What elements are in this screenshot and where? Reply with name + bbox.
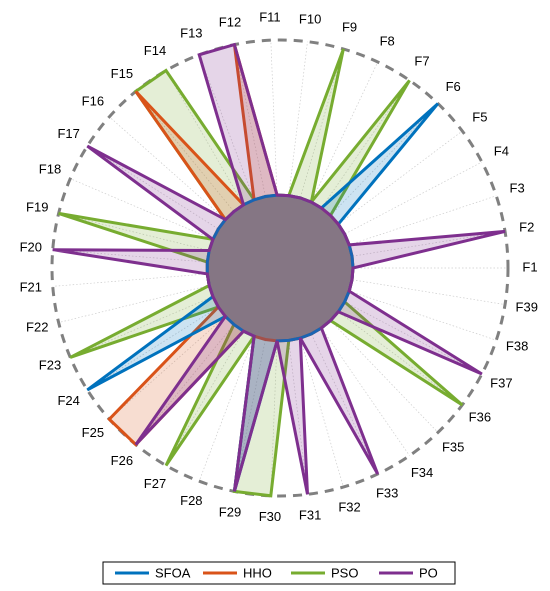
spoke [198,54,281,269]
spoke [165,267,281,466]
spoke [279,161,483,269]
spoke [279,80,410,269]
spoke [58,267,281,323]
category-label: F28 [180,493,202,508]
spoke [58,213,281,269]
category-label: F20 [20,239,42,254]
category-label: F4 [494,143,509,158]
spoke [279,267,506,305]
category-label: F29 [219,504,241,519]
category-label: F16 [82,94,104,109]
spoke [279,130,463,269]
spoke [87,145,281,269]
spoke [87,267,281,391]
category-label: F22 [26,319,48,334]
spoke [279,267,308,495]
spoke [279,267,410,456]
spoke [279,267,497,341]
spoke [70,267,281,358]
spoke [279,103,439,269]
category-label: F9 [342,19,357,34]
spoke [279,61,379,269]
spoke [135,267,281,445]
spoke [52,267,281,287]
category-label: F1 [522,259,537,274]
category-label: F23 [39,357,61,372]
category-label: F2 [519,219,534,234]
category-label: F11 [259,10,280,25]
category-label: F6 [446,79,461,94]
category-label: F14 [144,43,166,58]
spoke [279,267,483,375]
category-label: F32 [338,500,360,515]
spoke [135,91,281,269]
spoke [279,231,506,269]
spoke [279,267,439,433]
category-label: F39 [516,300,538,315]
category-label: F34 [411,465,433,480]
spoke [109,116,281,269]
category-label: F36 [469,410,491,425]
spoke [279,267,463,406]
legend-label: SFOA [155,565,191,580]
category-label: F27 [144,476,166,491]
legend-label: PSO [331,565,358,580]
category-label: F12 [219,14,241,29]
spoke [70,178,281,269]
category-label: F38 [506,339,528,354]
spoke [109,267,281,420]
category-label: F8 [380,34,395,49]
category-label: F25 [82,425,104,440]
spoke [52,249,281,269]
spoke [165,70,281,269]
spoke [234,267,281,492]
category-label: F26 [111,453,133,468]
category-label: F33 [376,485,398,500]
category-label: F17 [57,126,79,141]
category-label: F3 [510,180,525,195]
spoke [270,267,281,496]
category-label: F13 [180,26,202,41]
spoke [270,40,281,269]
legend-label: PO [419,565,438,580]
inner-disc [207,195,353,341]
category-label: F37 [490,376,512,391]
category-label: F24 [57,393,79,408]
category-label: F31 [299,508,321,523]
legend-label: HHO [243,565,272,580]
category-label: F7 [414,54,429,69]
spoke [279,41,308,269]
category-label: F10 [299,11,321,26]
series-area [52,42,506,495]
spoke [279,48,344,269]
category-label: F15 [111,66,133,81]
category-label: F5 [472,109,487,124]
outer-ring [50,38,510,498]
spoke [279,195,497,269]
category-label: F18 [39,161,61,176]
category-label: F30 [259,509,281,524]
category-label: F19 [26,200,48,215]
category-label: F21 [20,280,42,295]
spoke [279,267,344,488]
spoke [198,267,281,482]
spoke [279,267,379,475]
legend-box [102,561,456,585]
legend: SFOA HHO PSO PO [102,561,456,585]
category-label: F35 [442,440,464,455]
spoke [234,44,281,269]
